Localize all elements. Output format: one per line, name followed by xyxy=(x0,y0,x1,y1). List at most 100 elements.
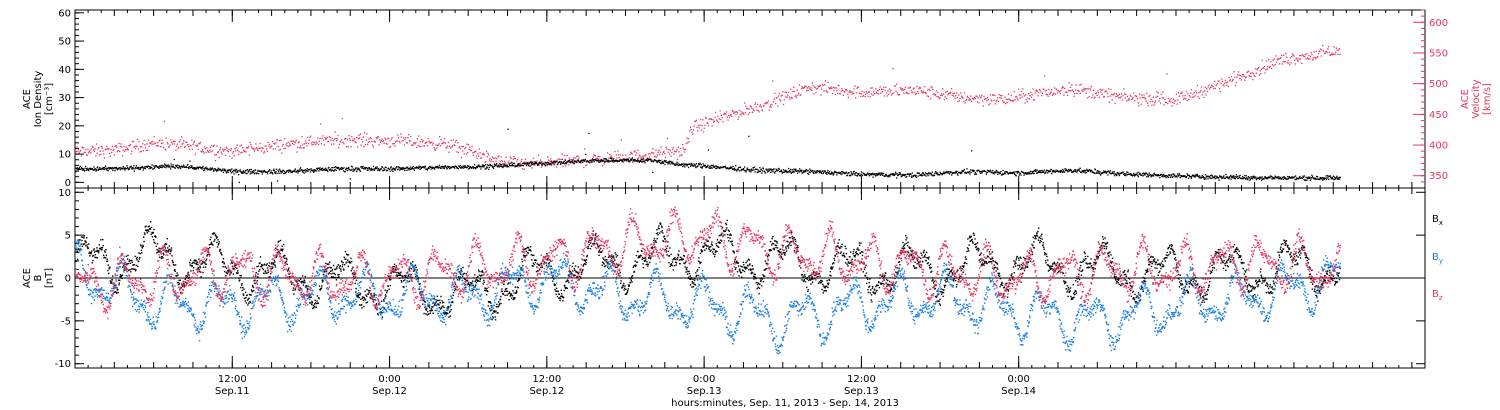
density-point xyxy=(243,170,244,171)
velocity-point xyxy=(1120,96,1121,97)
velocity-point xyxy=(280,140,281,141)
field-point xyxy=(301,282,302,283)
velocity-point xyxy=(1013,100,1014,101)
velocity-point xyxy=(230,150,231,151)
velocity-point xyxy=(955,95,956,96)
velocity-point xyxy=(877,93,878,94)
velocity-point xyxy=(735,111,736,112)
velocity-point xyxy=(676,151,677,152)
density-point xyxy=(755,171,756,172)
density-point xyxy=(725,167,726,168)
field-point xyxy=(105,251,106,252)
velocity-point xyxy=(846,89,847,90)
field-point xyxy=(177,282,178,283)
velocity-point xyxy=(616,154,617,155)
velocity-point xyxy=(785,96,786,97)
velocity-point xyxy=(663,151,664,152)
field-point xyxy=(134,269,135,270)
field-point xyxy=(241,275,242,276)
density-point xyxy=(791,173,792,174)
density-point xyxy=(408,169,409,170)
velocity-point xyxy=(177,148,178,149)
field-point xyxy=(114,292,115,293)
velocity-point xyxy=(272,141,273,142)
velocity-point xyxy=(481,157,482,158)
velocity-point xyxy=(1334,46,1335,47)
density-point xyxy=(761,172,762,173)
density-point xyxy=(696,163,697,164)
velocity-point xyxy=(831,87,832,88)
density-point xyxy=(985,171,986,172)
velocity-point xyxy=(983,96,984,97)
velocity-point xyxy=(1227,81,1228,82)
field-point xyxy=(129,269,130,270)
field-point xyxy=(136,265,137,266)
velocity-point xyxy=(211,145,212,146)
velocity-point xyxy=(1019,94,1020,95)
density-axis-title: ACEIon Density[cm⁻³] xyxy=(22,71,55,128)
velocity-point xyxy=(108,148,109,149)
density-point xyxy=(290,170,291,171)
velocity-point xyxy=(1028,93,1029,94)
velocity-point xyxy=(660,146,661,147)
velocity-point xyxy=(571,159,572,160)
velocity-point xyxy=(629,154,630,155)
velocity-point xyxy=(450,147,451,148)
field-point xyxy=(323,274,324,275)
field-point xyxy=(242,287,243,288)
density-point xyxy=(1116,174,1117,175)
velocity-point xyxy=(1241,79,1242,80)
density-point xyxy=(384,169,385,170)
density-point xyxy=(1205,178,1206,179)
velocity-point xyxy=(1017,99,1018,100)
velocity-point xyxy=(207,150,208,151)
density-point xyxy=(307,171,308,172)
velocity-point xyxy=(1117,95,1118,96)
field-point xyxy=(183,283,184,284)
velocity-point xyxy=(997,97,998,98)
velocity-point xyxy=(847,94,848,95)
velocity-point xyxy=(979,95,980,96)
density-point xyxy=(934,175,935,176)
density-point xyxy=(1138,172,1139,173)
velocity-point xyxy=(1257,69,1258,70)
field-point xyxy=(292,290,293,291)
velocity-point xyxy=(97,153,98,154)
field-point xyxy=(147,229,148,230)
density-point xyxy=(153,165,154,166)
density-point xyxy=(390,171,391,172)
density-point xyxy=(1204,179,1205,180)
velocity-point xyxy=(1309,58,1310,59)
density-point xyxy=(395,169,396,170)
velocity-point xyxy=(900,87,901,88)
density-point xyxy=(1199,175,1200,176)
field-point xyxy=(342,262,343,263)
field-point xyxy=(166,250,167,251)
density-point xyxy=(1218,180,1219,181)
field-point xyxy=(254,280,255,281)
density-point xyxy=(114,170,115,171)
velocity-point xyxy=(403,137,404,138)
velocity-point xyxy=(738,117,739,118)
velocity-point xyxy=(611,156,612,157)
field-point xyxy=(260,256,261,257)
density-point xyxy=(1264,178,1265,179)
density-point xyxy=(912,172,913,173)
density-point xyxy=(1191,178,1192,179)
density-point xyxy=(373,166,374,167)
density-point xyxy=(827,170,828,171)
velocity-point xyxy=(1285,61,1286,62)
density-point xyxy=(383,168,384,169)
velocity-point xyxy=(296,140,297,141)
density-point xyxy=(957,175,958,176)
velocity-point xyxy=(110,156,111,157)
field-point xyxy=(98,252,99,253)
velocity-point xyxy=(1152,101,1153,102)
velocity-point xyxy=(784,91,785,92)
velocity-point xyxy=(698,125,699,126)
velocity-point xyxy=(498,155,499,156)
density-point xyxy=(256,172,257,173)
velocity-point xyxy=(690,127,691,128)
velocity-point xyxy=(1000,95,1001,96)
density-point xyxy=(1179,173,1180,174)
